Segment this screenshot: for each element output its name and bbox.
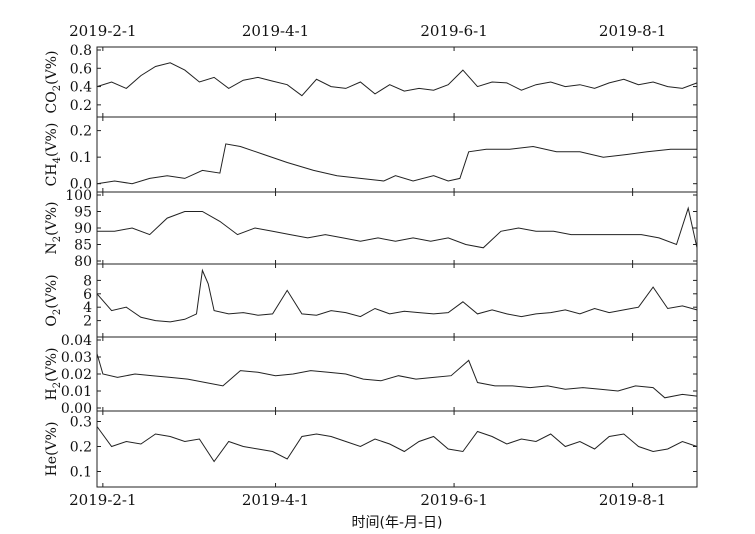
y-tick-label: 2 <box>83 314 92 330</box>
y-tick-label: 0.03 <box>61 350 92 366</box>
y-tick-label: 0.04 <box>61 333 92 349</box>
panel-frame <box>96 46 698 118</box>
y-tick-label: 95 <box>74 205 92 221</box>
series-line-o2 <box>96 268 698 323</box>
bottom-date-label: 2019-2-1 <box>69 491 136 509</box>
y-tick-label: 0.1 <box>70 150 92 166</box>
y-axis-label: H2(V%) <box>44 348 63 401</box>
y-tick-label: 100 <box>65 188 92 204</box>
series-line-h2 <box>96 353 698 399</box>
bottom-date-label: 2019-6-1 <box>420 491 487 509</box>
panel-frame <box>96 410 698 488</box>
y-tick-label: 0.0 <box>70 177 92 193</box>
top-date-label: 2019-2-1 <box>69 22 136 40</box>
top-date-label: 2019-8-1 <box>599 22 666 40</box>
bottom-date-label: 2019-4-1 <box>242 491 309 509</box>
y-tick-label: 0.3 <box>70 415 92 431</box>
panel-he: 0.1 0.2 0.3 He(V%) <box>44 410 698 488</box>
y-tick-label: 6 <box>83 287 92 303</box>
y-tick-label: 0.8 <box>70 43 92 59</box>
y-tick-label: 0.01 <box>61 384 92 400</box>
x-axis-label: 时间(年-月-日) <box>351 515 442 531</box>
y-tick-label: 8 <box>83 273 92 289</box>
series-line-n2 <box>97 206 698 249</box>
y-axis-label: He(V%) <box>44 422 60 477</box>
y-tick-label: 0.4 <box>70 80 92 96</box>
series-line-co2 <box>96 62 698 97</box>
y-tick-label: 90 <box>74 221 92 237</box>
y-axis-label: CO2(V%) <box>44 51 63 114</box>
y-tick-label: 85 <box>74 238 92 254</box>
y-tick-label: 0.02 <box>61 367 92 383</box>
y-axis-label: N2(V%) <box>44 202 63 255</box>
y-axis-label: CH4(V%) <box>44 123 63 187</box>
y-tick-label: 4 <box>83 300 92 316</box>
top-date-label: 2019-6-1 <box>420 22 487 40</box>
y-axis-label: O2(V%) <box>44 274 63 326</box>
panel-frame <box>96 263 698 338</box>
panel-frame <box>96 336 698 412</box>
y-tick-label: 0.00 <box>61 401 92 417</box>
y-tick-label: 0.1 <box>70 465 92 481</box>
y-tick-label: 0.2 <box>70 98 92 114</box>
panel-co2: 0.2 0.4 0.6 0.8 CO2(V%) <box>44 43 698 118</box>
panel-ch4: 0.0 0.1 0.2 CH4(V%) <box>44 116 698 193</box>
y-tick-label: 80 <box>74 254 92 270</box>
y-tick-label: 0.6 <box>70 61 92 77</box>
series-line-ch4 <box>96 143 697 185</box>
panel-frame <box>96 116 698 193</box>
top-date-label: 2019-4-1 <box>242 22 309 40</box>
y-tick-label: 0.2 <box>70 440 92 456</box>
panel-frame <box>96 191 698 265</box>
bottom-date-label: 2019-8-1 <box>599 491 666 509</box>
series-line-he <box>96 426 698 463</box>
y-tick-label: 0.2 <box>70 124 92 140</box>
